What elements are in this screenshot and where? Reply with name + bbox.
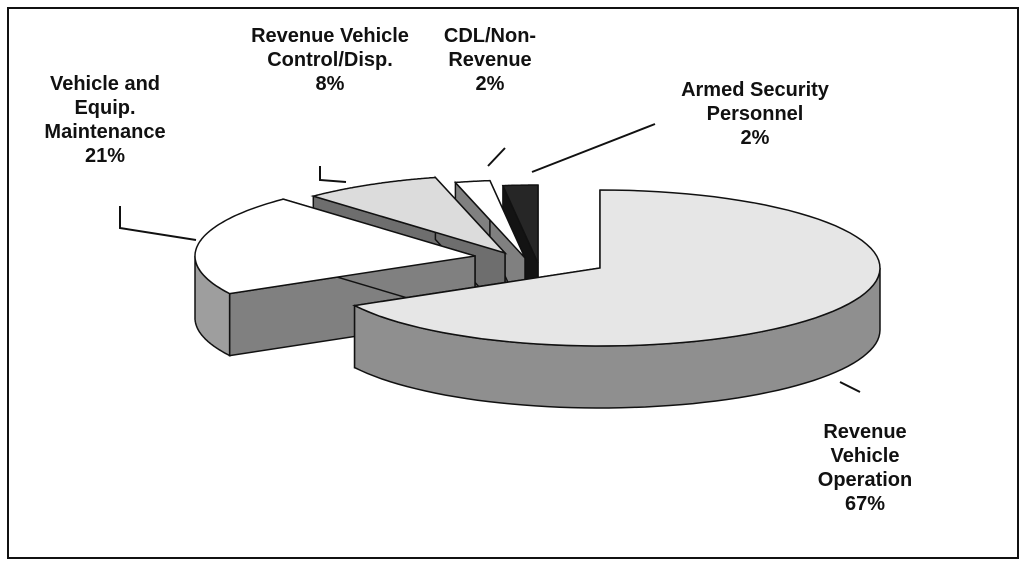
category-label: Revenue Vehicle Control/Disp. bbox=[251, 25, 409, 71]
slice-top bbox=[352, 189, 881, 347]
value-label: 21% bbox=[84, 145, 126, 167]
value-label: 8% bbox=[315, 73, 345, 95]
slice bbox=[352, 189, 881, 409]
slice-top bbox=[501, 184, 539, 264]
value-label: 2% bbox=[475, 73, 505, 95]
leader-line bbox=[531, 123, 656, 173]
leader-lines bbox=[119, 123, 861, 393]
slice-label: Revenue Vehicle Operation 67% bbox=[795, 420, 935, 516]
category-label: CDL/Non-Revenue bbox=[443, 25, 537, 71]
slice-label: Armed Security Personnel 2% bbox=[650, 78, 860, 150]
slice-top bbox=[194, 198, 476, 295]
category-label: Armed Security Personnel bbox=[681, 79, 829, 125]
leader-line bbox=[319, 166, 347, 183]
chart-frame bbox=[7, 7, 1019, 559]
category-label: Revenue Vehicle Operation bbox=[817, 421, 913, 491]
leader-line bbox=[487, 147, 506, 167]
value-label: 67% bbox=[844, 493, 886, 515]
value-label: 2% bbox=[740, 127, 770, 149]
slice bbox=[194, 198, 476, 357]
leader-line bbox=[839, 381, 861, 393]
slice-label: Vehicle and Equip. Maintenance 21% bbox=[30, 72, 180, 168]
slice-label: Revenue Vehicle Control/Disp. 8% bbox=[250, 24, 410, 96]
slice-label: CDL/Non-Revenue 2% bbox=[425, 24, 555, 96]
slice-top bbox=[310, 176, 508, 255]
leader-line bbox=[119, 206, 197, 241]
category-label: Vehicle and Equip. Maintenance bbox=[44, 73, 166, 143]
slice-top bbox=[453, 179, 526, 259]
